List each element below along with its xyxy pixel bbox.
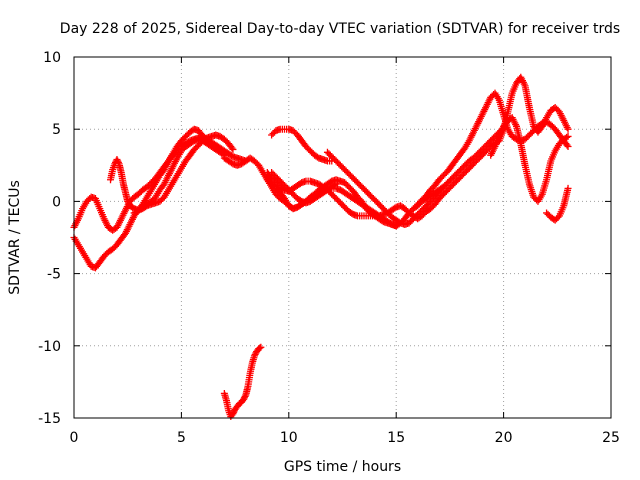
data-point-fill <box>241 392 249 400</box>
y-tick-label: 0 <box>52 194 61 210</box>
series-arc-11 <box>414 89 572 208</box>
data-points <box>70 73 572 421</box>
x-tick-label: 0 <box>70 430 79 446</box>
data-point <box>564 143 572 151</box>
chart-title: Day 228 of 2025, Sidereal Day-to-day VTE… <box>60 21 620 37</box>
x-tick-label: 5 <box>177 430 186 446</box>
series-arc-13 <box>487 114 572 205</box>
x-tick-label: 15 <box>387 430 405 446</box>
data-point-fill <box>563 141 571 149</box>
series-arc-3 <box>107 135 228 214</box>
data-point-fill <box>438 184 446 192</box>
series-arc-4 <box>130 131 237 217</box>
plot-frame <box>73 56 612 419</box>
data-point <box>564 132 572 140</box>
data-point <box>564 184 572 192</box>
y-tick-label: 5 <box>52 122 61 138</box>
x-tick-label: 20 <box>495 430 513 446</box>
series-arc-10 <box>323 148 447 229</box>
axis-ticks: 0 5 10 15 20 25 -15 -10 -5 0 5 10 <box>38 50 620 446</box>
data-point-fill <box>256 344 264 352</box>
y-axis-label: SDTVAR / TECUs <box>7 180 23 295</box>
y-tick-label: -10 <box>38 339 61 355</box>
data-point <box>229 145 237 153</box>
series-arc-8 <box>268 169 400 230</box>
series-arc-2 <box>70 132 250 234</box>
data-point <box>257 343 265 351</box>
data-point-fill <box>114 158 122 166</box>
x-axis-label: GPS time / hours <box>284 459 401 475</box>
data-point-fill <box>219 150 227 158</box>
series-arc-9 <box>268 125 336 165</box>
x-tick-label: 10 <box>280 430 298 446</box>
y-tick-label: -5 <box>47 267 61 283</box>
series-arc-15 <box>220 343 265 421</box>
series-arc-12 <box>435 73 572 203</box>
x-tick-label: 25 <box>602 430 620 446</box>
data-point-fill <box>228 144 236 152</box>
data-point-fill <box>563 133 571 141</box>
y-tick-label: 10 <box>43 50 61 66</box>
y-tick-label: -15 <box>38 411 61 427</box>
series-arc-14 <box>543 184 572 224</box>
data-point <box>439 183 447 191</box>
data-point <box>564 125 572 133</box>
